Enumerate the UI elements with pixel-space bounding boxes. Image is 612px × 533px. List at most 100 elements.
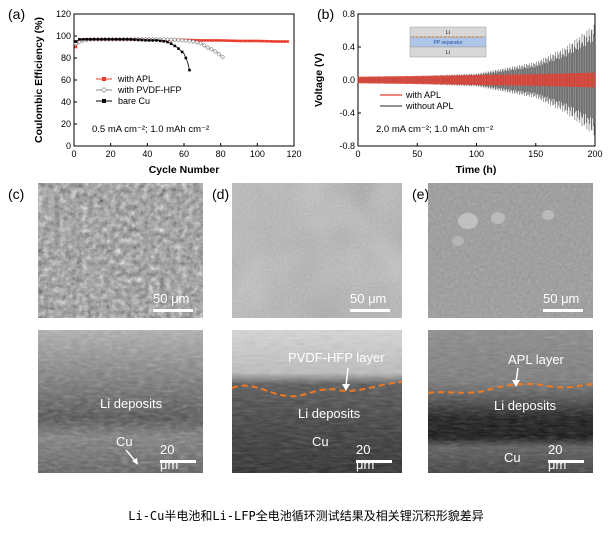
sem-c-bottom-scale: 20 μm bbox=[160, 442, 196, 472]
chart-a-point bbox=[201, 42, 207, 48]
chart-a-ytick-label: 80 bbox=[61, 53, 71, 63]
chart-a-point bbox=[107, 38, 111, 41]
sem-c-bottom-scale-bar bbox=[160, 460, 196, 463]
chart-a-point bbox=[209, 39, 212, 42]
sem-c-top-scale-bar bbox=[153, 309, 193, 312]
sem-d-interface-line bbox=[232, 381, 402, 398]
chart-b-xtick-label: 100 bbox=[469, 149, 484, 159]
chart-a-point bbox=[100, 38, 103, 41]
chart-a-point bbox=[96, 38, 100, 41]
chart-a-point bbox=[133, 38, 136, 41]
sem-c-top-scale: 50 μm bbox=[153, 291, 193, 312]
chart-a-point bbox=[183, 38, 189, 44]
chart-a-point bbox=[267, 39, 270, 43]
sem-d-bottom-scale: 20 μm bbox=[356, 442, 392, 472]
chart-a-point bbox=[236, 39, 240, 43]
chart-a-xtick-label: 60 bbox=[179, 149, 189, 159]
chart-a-point bbox=[179, 37, 185, 43]
sem-d-cu-label: Cu bbox=[312, 434, 329, 449]
chart-a-point bbox=[114, 38, 118, 41]
sem-e-apl-label: APL layer bbox=[508, 352, 564, 367]
chart-a-ytick-label: 40 bbox=[61, 97, 71, 107]
chart-b-ytick-label: -0.8 bbox=[339, 141, 355, 151]
chart-a-ylabel: Coulombic Efficiency (%) bbox=[33, 17, 45, 143]
chart-b-ytick-label: -0.4 bbox=[339, 108, 355, 118]
sem-c-li-deposits-label: Li deposits bbox=[100, 396, 163, 411]
chart-a-point bbox=[269, 40, 273, 43]
chart-a-point bbox=[190, 39, 196, 44]
chart-a-point bbox=[74, 45, 78, 49]
chart-b-xtick-label: 200 bbox=[587, 149, 602, 159]
chart-a-point bbox=[168, 37, 174, 43]
cell-schematic-inset: Li PP separator Li bbox=[409, 26, 487, 58]
chart-a-point bbox=[198, 40, 203, 46]
sem-e-bottom-scale: 20 μm bbox=[548, 442, 584, 472]
chart-a-point bbox=[140, 38, 144, 42]
chart-b-xtick-label: 150 bbox=[528, 149, 543, 159]
chart-a-point bbox=[184, 56, 188, 60]
chart-a-point bbox=[162, 39, 166, 43]
chart-a-point bbox=[180, 50, 184, 54]
chart-a-point bbox=[158, 39, 162, 43]
chart-a-point bbox=[205, 45, 211, 51]
sem-d-bottom-scale-bar bbox=[356, 460, 392, 463]
chart-a-point bbox=[166, 40, 169, 44]
sem-d-top-scale-label: 50 μm bbox=[350, 291, 387, 306]
sem-d-top-scale-bar bbox=[350, 309, 390, 312]
chart-a-point bbox=[125, 38, 129, 41]
chart-a-point bbox=[187, 38, 192, 44]
svg-text:PP separator: PP separator bbox=[433, 40, 462, 46]
chart-a-point bbox=[209, 46, 214, 52]
chart-a-point bbox=[250, 39, 254, 43]
chart-a-point bbox=[214, 39, 218, 42]
sem-e-bottom-scale-bar bbox=[548, 460, 584, 463]
chart-a-point bbox=[74, 40, 78, 43]
sem-e-li-deposits-label: Li deposits bbox=[494, 398, 557, 413]
chart-a-point bbox=[258, 39, 262, 43]
chart-a-ytick-label: 120 bbox=[56, 9, 71, 19]
sem-c-bottom-scale-label: 20 μm bbox=[160, 442, 179, 472]
chart-a-point bbox=[253, 39, 256, 43]
chart-a-legend-label: with APL bbox=[117, 74, 153, 84]
chart-a-point bbox=[129, 38, 133, 41]
chart-a-point bbox=[283, 40, 287, 43]
chart-a-point bbox=[118, 38, 122, 41]
sem-c-top: 50 μm bbox=[38, 183, 203, 318]
chart-a-point bbox=[201, 39, 204, 42]
chart-a-point bbox=[234, 39, 237, 43]
svg-text:Li: Li bbox=[446, 50, 450, 56]
chart-a-point bbox=[239, 39, 243, 43]
chart-a-point bbox=[220, 39, 223, 42]
sem-c-bottom: Li deposits Cu 20 μm bbox=[38, 330, 203, 473]
chart-a-point bbox=[111, 38, 114, 41]
chart-a-point bbox=[176, 37, 181, 43]
chart-a-legend-label: with PVDF-HFP bbox=[117, 85, 182, 95]
chart-a-point bbox=[223, 39, 226, 42]
chart-a-ytick-label: 100 bbox=[56, 31, 71, 41]
chart-b-xtick-label: 50 bbox=[412, 149, 422, 159]
sem-d-top-texture bbox=[232, 183, 402, 318]
chart-a-point bbox=[155, 39, 158, 42]
panel-letter-c: (c) bbox=[8, 186, 25, 202]
sem-d-top-scale: 50 μm bbox=[350, 291, 390, 312]
chart-a-legend-marker bbox=[101, 87, 107, 93]
sem-d-pvdf-label: PVDF-HFP layer bbox=[288, 350, 385, 365]
chart-a-point bbox=[212, 48, 218, 54]
coulombic-efficiency-chart: 0 20 40 60 80 100 120 0 20 40 60 80 100 120 with APL… bbox=[33, 9, 302, 176]
chart-a-point bbox=[272, 40, 276, 43]
sem-c-arrow-icon bbox=[125, 449, 138, 465]
chart-a-point bbox=[188, 68, 191, 72]
sem-d-li-deposits-label: Li deposits bbox=[298, 406, 361, 421]
chart-a-point bbox=[220, 54, 225, 60]
sem-c-cu-label: Cu bbox=[116, 434, 133, 449]
sem-d-bottom-scale-label: 20 μm bbox=[356, 442, 375, 472]
sem-c-bottom-texture bbox=[38, 330, 203, 473]
sem-d-arrow-icon bbox=[342, 367, 350, 391]
panel-letter-e: (e) bbox=[412, 186, 430, 202]
svg-text:Li: Li bbox=[446, 30, 450, 36]
chart-b-ylabel: Voltage (V) bbox=[313, 53, 325, 107]
voltage-time-chart: 0 50 100 150 200 -0.8 -0.4 0.0 0.4 0.8 with APLw… bbox=[313, 9, 603, 176]
chart-a-point bbox=[216, 51, 222, 57]
chart-a-xtick-label: 80 bbox=[216, 149, 226, 159]
sem-e-top-scale: 50 μm bbox=[543, 291, 583, 312]
